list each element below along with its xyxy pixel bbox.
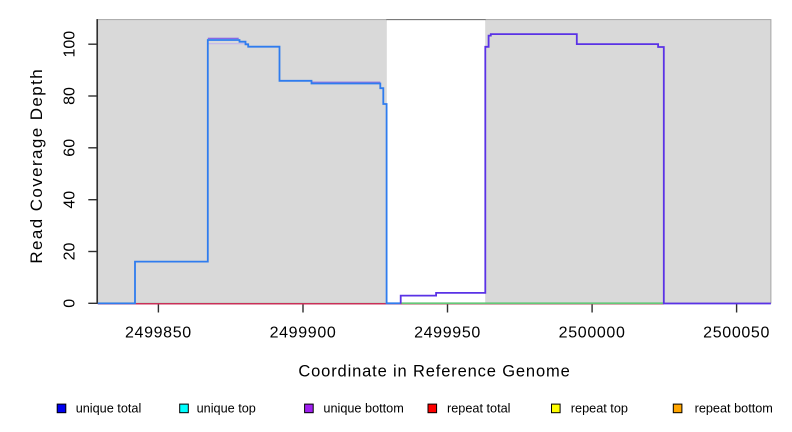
svg-text:2500050: 2500050 (703, 325, 770, 342)
svg-text:unique total: unique total (76, 402, 142, 416)
svg-text:100: 100 (62, 31, 79, 58)
svg-text:repeat top: repeat top (571, 402, 628, 416)
svg-text:repeat total: repeat total (447, 402, 510, 416)
svg-text:unique top: unique top (197, 402, 256, 416)
svg-text:2499850: 2499850 (125, 325, 192, 342)
svg-text:20: 20 (62, 243, 79, 261)
svg-text:Read Coverage Depth: Read Coverage Depth (27, 68, 46, 264)
svg-text:40: 40 (62, 191, 79, 209)
svg-text:0: 0 (62, 299, 79, 308)
svg-text:60: 60 (62, 139, 79, 157)
svg-text:unique bottom: unique bottom (323, 402, 403, 416)
svg-text:2499900: 2499900 (270, 325, 337, 342)
svg-text:2500000: 2500000 (559, 325, 626, 342)
svg-text:repeat bottom: repeat bottom (695, 402, 773, 416)
svg-text:Coordinate in Reference Genome: Coordinate in Reference Genome (298, 363, 570, 381)
svg-text:80: 80 (62, 87, 79, 105)
svg-text:2499950: 2499950 (414, 325, 481, 342)
